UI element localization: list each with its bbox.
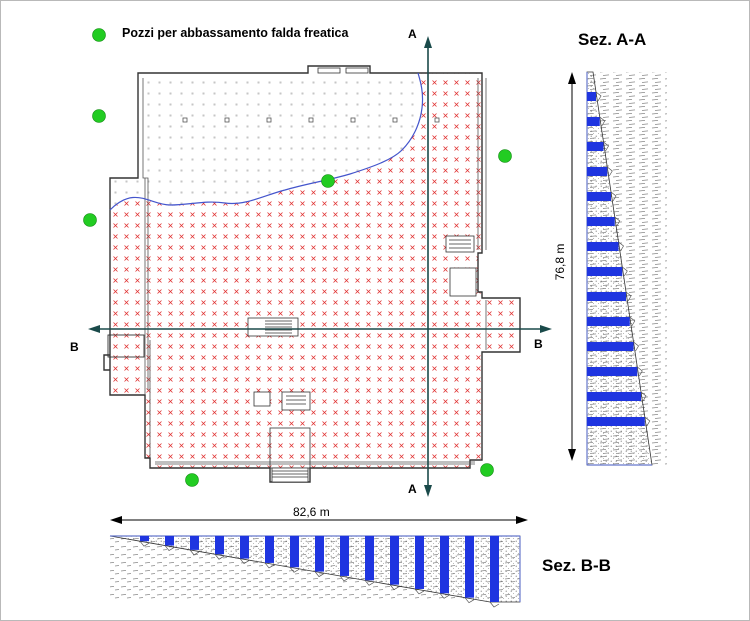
left-annex (107, 334, 145, 358)
strata-tick (489, 601, 500, 608)
strata-band (440, 536, 449, 594)
strata-band (587, 192, 612, 201)
strata-tick (637, 366, 643, 377)
strata-band (340, 536, 349, 576)
strata-tick (618, 241, 624, 252)
section-b-left-label: B (70, 340, 79, 354)
strata-tick (164, 545, 175, 552)
strata-tick (314, 571, 325, 578)
strata-tick (239, 558, 250, 565)
column-markers (182, 117, 440, 123)
strata-band (140, 536, 149, 542)
strata-band (587, 117, 600, 126)
section-aa-title: Sez. A-A (578, 30, 647, 49)
well-marker (92, 109, 106, 123)
strata-band (587, 167, 608, 176)
strata-tick (214, 554, 225, 560)
legend-well-marker (92, 28, 106, 42)
strata-band (587, 242, 619, 251)
strata-tick (339, 575, 350, 582)
strata-tick (622, 266, 628, 277)
strata-band (587, 142, 604, 151)
strata-tick (603, 141, 609, 152)
strata-tick (364, 580, 375, 586)
strata-tick (139, 540, 150, 547)
strata-band (587, 417, 645, 426)
strata-band (587, 392, 642, 401)
strata-band (587, 317, 630, 326)
well-marker (321, 174, 335, 188)
well-marker (185, 473, 199, 487)
strata-tick (289, 567, 300, 573)
strata-tick (640, 391, 647, 402)
dimension-arrow (568, 72, 576, 84)
section-bb-dimension: 82,6 m (293, 505, 330, 519)
top-opening (317, 67, 341, 74)
section-arrow-b-left (88, 325, 100, 333)
strata-band (365, 536, 374, 581)
strata-tick (644, 416, 651, 427)
strata-band (587, 267, 623, 276)
strata-tick (607, 166, 613, 177)
section-arrow-b-right (540, 325, 552, 333)
strata-band (240, 536, 249, 559)
strata-band (587, 342, 634, 351)
section-aa-strata (587, 91, 651, 427)
water-table-line (109, 72, 424, 211)
strata-tick (389, 584, 400, 591)
dimension-arrow (568, 449, 576, 461)
section-b-right-label: B (534, 337, 543, 351)
section-aa-profile (568, 71, 667, 466)
top-opening (345, 67, 369, 74)
strata-band (587, 367, 638, 376)
section-bb-title: Sez. B-B (542, 556, 611, 575)
strata-tick (599, 116, 606, 127)
well-marker (480, 463, 494, 477)
strata-tick (439, 593, 450, 599)
strata-band (265, 536, 274, 563)
building-outline (103, 65, 521, 483)
stair-block (247, 235, 477, 483)
inner-wall-line (142, 78, 151, 458)
strata-tick (610, 191, 617, 202)
section-a-top-label: A (408, 27, 417, 41)
section-arrow-a-top (424, 36, 432, 48)
well-marker (498, 149, 512, 163)
strata-band (465, 536, 474, 598)
section-a-bottom-label: A (408, 482, 417, 496)
dimension-arrow (516, 516, 528, 524)
section-bb-profile (109, 516, 528, 608)
dewatering-wells (83, 28, 512, 487)
strata-band (315, 536, 324, 572)
building-plan (88, 36, 552, 497)
strata-tick (595, 91, 602, 102)
strata-band (190, 536, 199, 550)
section-bb-strata (139, 536, 500, 608)
bottom-wall-line (155, 461, 475, 465)
section-arrow-a-bottom (424, 485, 432, 497)
strata-tick (264, 562, 275, 569)
section-aa-dimension: 76,8 m (553, 243, 567, 281)
strata-tick (633, 341, 639, 352)
strata-tick (614, 216, 621, 227)
strata-tick (189, 549, 200, 556)
strata-band (415, 536, 424, 589)
legend-label: Pozzi per abbassamento falda freatica (122, 26, 349, 40)
inner-wall-line-right (477, 78, 487, 350)
strata-band (587, 217, 615, 226)
strata-tick (464, 597, 475, 604)
strata-band (587, 292, 627, 301)
strata-tick (414, 588, 425, 595)
strata-band (490, 536, 499, 602)
strata-tick (625, 291, 632, 302)
strata-band (390, 536, 399, 585)
dimension-arrow (110, 516, 122, 524)
strata-band (215, 536, 224, 555)
strata-tick (629, 316, 636, 327)
strata-band (165, 536, 174, 546)
strata-band (290, 536, 299, 568)
strata-band (587, 92, 597, 101)
well-marker (83, 213, 97, 227)
